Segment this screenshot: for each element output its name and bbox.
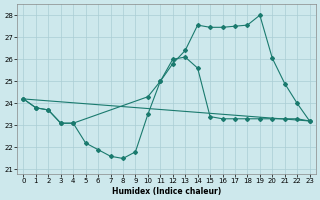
X-axis label: Humidex (Indice chaleur): Humidex (Indice chaleur) — [112, 187, 221, 196]
